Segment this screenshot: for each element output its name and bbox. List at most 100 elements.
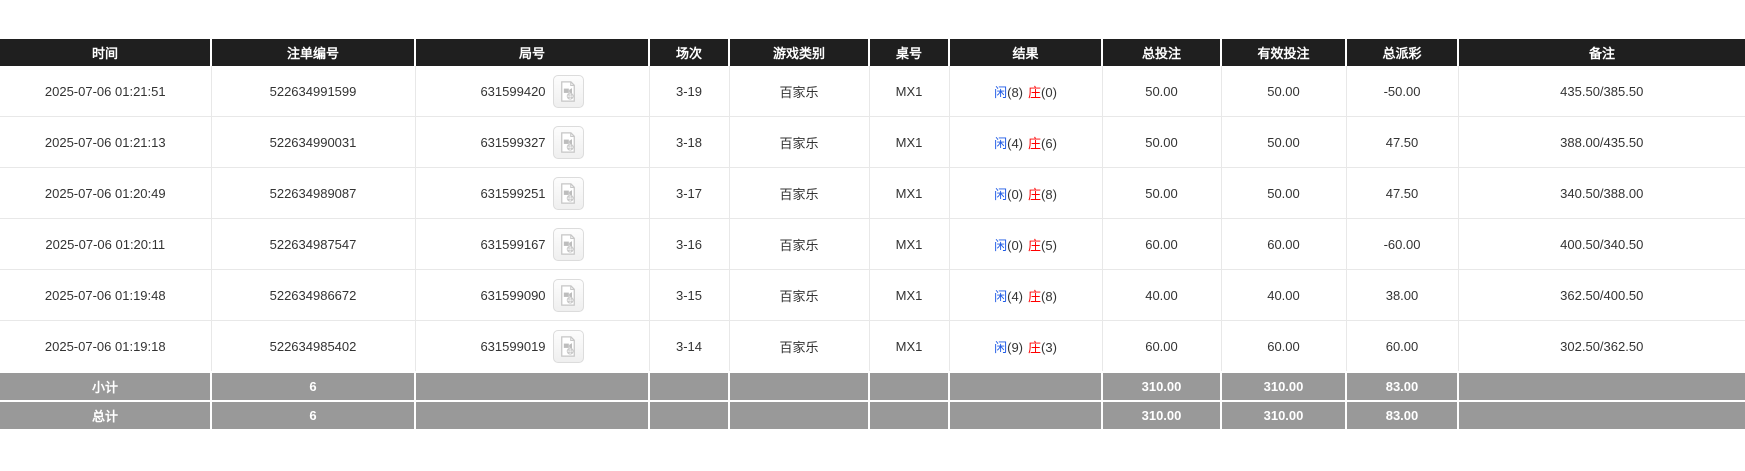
result-banker-label: 庄 — [1028, 135, 1042, 151]
time-cell: 2025-07-06 01:19:18 — [0, 320, 212, 373]
table-no-cell: MX1 — [869, 116, 950, 168]
result-banker-score: (0) — [1041, 84, 1057, 100]
video-replay-icon — [561, 182, 575, 204]
subtotal-row-cell — [1457, 371, 1745, 402]
total-bet-cell: 50.00 — [1102, 116, 1222, 168]
remark-cell: 388.00/435.50 — [1458, 116, 1745, 168]
column-header-total_bet: 总投注 — [1102, 39, 1222, 66]
total-row-cell — [948, 400, 1103, 431]
video-replay-button[interactable] — [552, 176, 584, 210]
table-row: 2025-07-06 01:19:48 522634986672 631599090… — [0, 269, 1745, 321]
video-replay-icon — [561, 335, 575, 357]
video-replay-button[interactable] — [552, 278, 584, 312]
valid-bet-cell: 60.00 — [1221, 320, 1347, 373]
result-cell: 闲(0) 庄(5) — [949, 218, 1103, 270]
total-row-cell — [868, 400, 950, 431]
time-cell: 2025-07-06 01:19:48 — [0, 269, 212, 321]
round-no-cell: 631599251 — [415, 167, 650, 219]
remark-cell: 340.50/388.00 — [1458, 167, 1745, 219]
total-bet-cell: 50.00 — [1102, 66, 1222, 117]
result-player-score: (4) — [1007, 288, 1023, 304]
round-no-wrap: 631599251 — [480, 176, 584, 210]
result-cell: 闲(9) 庄(3) — [949, 320, 1103, 373]
result-banker-score: (5) — [1041, 237, 1057, 253]
total-row-cell — [1457, 400, 1745, 431]
total-payout-cell: 47.50 — [1346, 116, 1459, 168]
session-cell: 3-16 — [649, 218, 730, 270]
table-row: 2025-07-06 01:20:11 522634987547 631599167… — [0, 218, 1745, 270]
valid-bet-cell: 50.00 — [1221, 167, 1347, 219]
column-header-remark: 备注 — [1458, 39, 1745, 66]
bet-id-cell: 522634987547 — [211, 218, 416, 270]
result-player-label: 闲 — [994, 288, 1008, 304]
round-no-wrap: 631599327 — [480, 125, 584, 159]
table-row: 2025-07-06 01:20:49 522634989087 631599251… — [0, 167, 1745, 219]
subtotal-row-cell: 310.00 — [1220, 371, 1347, 402]
result-player-label: 闲 — [994, 237, 1008, 253]
result-player-label: 闲 — [994, 135, 1008, 151]
video-replay-button[interactable] — [552, 74, 584, 108]
column-header-table_no: 桌号 — [869, 39, 950, 66]
time-cell: 2025-07-06 01:21:51 — [0, 66, 212, 117]
round-no-cell: 631599167 — [415, 218, 650, 270]
valid-bet-cell: 50.00 — [1221, 116, 1347, 168]
column-header-game_type: 游戏类别 — [729, 39, 870, 66]
game-type-cell: 百家乐 — [729, 116, 870, 168]
result-cell: 闲(0) 庄(8) — [949, 167, 1103, 219]
game-type-cell: 百家乐 — [729, 269, 870, 321]
total-payout-cell: 60.00 — [1346, 320, 1459, 373]
subtotal-row-cell — [728, 371, 870, 402]
round-no-text: 631599090 — [480, 287, 546, 303]
round-no-cell: 631599019 — [415, 320, 650, 373]
column-header-bet_id: 注单编号 — [211, 39, 416, 66]
video-replay-icon — [561, 284, 575, 306]
column-header-time: 时间 — [0, 39, 212, 66]
table-row: 2025-07-06 01:21:13 522634990031 631599327… — [0, 116, 1745, 168]
subtotal-row-cell — [414, 371, 650, 402]
result-player-score: (0) — [1007, 237, 1023, 253]
round-no-wrap: 631599090 — [480, 278, 584, 312]
result-cell: 闲(4) 庄(6) — [949, 116, 1103, 168]
total-row: 总计 6 310.00 310.00 83.00 — [0, 400, 1745, 431]
bet-history-table: 时间 注单编号 局号 场次 游戏类别 桌号 结果 总投注 有效投注 总派彩 备注 2025-07-0… — [0, 39, 1745, 431]
valid-bet-cell: 60.00 — [1221, 218, 1347, 270]
result-cell: 闲(8) 庄(0) — [949, 66, 1103, 117]
round-no-cell: 631599327 — [415, 116, 650, 168]
remark-cell: 302.50/362.50 — [1458, 320, 1745, 373]
round-no-text: 631599019 — [480, 338, 546, 354]
total-payout-cell: -60.00 — [1346, 218, 1459, 270]
round-no-cell: 631599420 — [415, 66, 650, 117]
video-replay-button[interactable] — [552, 227, 584, 261]
subtotal-row: 小计 6 310.00 310.00 83.00 — [0, 371, 1745, 402]
session-cell: 3-14 — [649, 320, 730, 373]
table-no-cell: MX1 — [869, 66, 950, 117]
subtotal-row-cell: 6 — [210, 371, 416, 402]
video-replay-icon — [561, 80, 575, 102]
video-replay-button[interactable] — [552, 329, 584, 363]
video-replay-icon — [561, 131, 575, 153]
game-type-cell: 百家乐 — [729, 66, 870, 117]
subtotal-row-cell — [648, 371, 730, 402]
total-row-cell: 总计 — [0, 400, 212, 431]
valid-bet-cell: 50.00 — [1221, 66, 1347, 117]
round-no-text: 631599327 — [480, 134, 546, 150]
table-no-cell: MX1 — [869, 269, 950, 321]
table-row: 2025-07-06 01:21:51 522634991599 631599420… — [0, 66, 1745, 117]
table-header-row: 时间 注单编号 局号 场次 游戏类别 桌号 结果 总投注 有效投注 总派彩 备注 — [0, 39, 1745, 66]
result-cell: 闲(4) 庄(8) — [949, 269, 1103, 321]
result-banker-score: (6) — [1041, 135, 1057, 151]
total-bet-cell: 60.00 — [1102, 320, 1222, 373]
total-row-cell — [414, 400, 650, 431]
result-banker-label: 庄 — [1028, 237, 1042, 253]
table-no-cell: MX1 — [869, 320, 950, 373]
round-no-text: 631599420 — [480, 83, 546, 99]
result-banker-score: (8) — [1041, 186, 1057, 202]
remark-cell: 362.50/400.50 — [1458, 269, 1745, 321]
subtotal-row-cell — [868, 371, 950, 402]
video-replay-button[interactable] — [552, 125, 584, 159]
total-row-cell — [648, 400, 730, 431]
total-row-cell: 310.00 — [1101, 400, 1222, 431]
round-no-cell: 631599090 — [415, 269, 650, 321]
game-type-cell: 百家乐 — [729, 218, 870, 270]
